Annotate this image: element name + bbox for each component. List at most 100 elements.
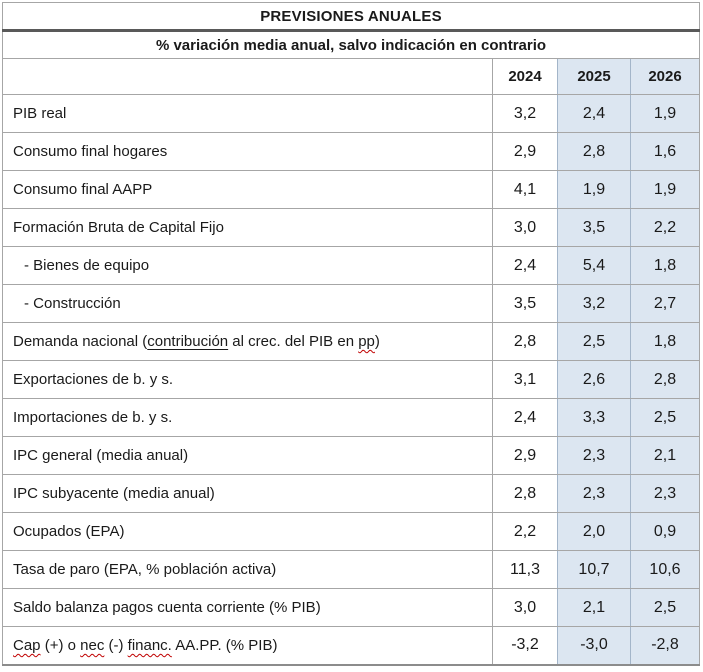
table-row: Consumo final hogares 2,9 2,8 1,6	[2, 132, 700, 171]
value-2024: 2,2	[492, 512, 558, 551]
label-segment: Formación Bruta de Capital Fijo	[13, 219, 224, 236]
value-2024: 2,4	[492, 398, 558, 437]
table-row: Importaciones de b. y s. 2,4 3,3 2,5	[2, 398, 700, 437]
value-2025: 2,8	[557, 132, 631, 171]
value-2026: 1,9	[630, 170, 700, 209]
table-row: - Construcción 3,5 3,2 2,7	[2, 284, 700, 323]
header-year-2024: 2024	[492, 58, 558, 95]
value-2026: 10,6	[630, 550, 700, 589]
label-segment: PIB real	[13, 105, 67, 122]
value-2024: 2,4	[492, 246, 558, 285]
table-row: Saldo balanza pagos cuenta corriente (% …	[2, 588, 700, 627]
table-title: PREVISIONES ANUALES	[2, 2, 700, 32]
value-2025: 2,1	[557, 588, 631, 627]
value-2024: -3,2	[492, 626, 558, 665]
value-2024: 3,5	[492, 284, 558, 323]
label-segment: IPC general (media anual)	[13, 447, 189, 464]
value-2025: 3,5	[557, 208, 631, 247]
label-segment: AA.PP. (% PIB)	[171, 636, 278, 654]
row-label: Importaciones de b. y s.	[2, 398, 493, 437]
table-row: Cap (+) o nec (-) financ. AA.PP. (% PIB)…	[2, 626, 700, 665]
value-2026: 2,1	[630, 436, 700, 475]
value-2024: 3,0	[492, 588, 558, 627]
label-segment: IPC subyacente (media anual)	[13, 485, 215, 502]
title-row: PREVISIONES ANUALES	[2, 2, 700, 32]
row-label: PIB real	[2, 94, 493, 133]
table-row: Tasa de paro (EPA, % población activa) 11…	[2, 550, 700, 589]
value-2026: 2,7	[630, 284, 700, 323]
row-label: - Bienes de equipo	[2, 246, 493, 285]
label-segment: al crec. del PIB en	[228, 333, 359, 350]
table-row: Ocupados (EPA) 2,2 2,0 0,9	[2, 512, 700, 551]
year-header-row: 2024 2025 2026	[2, 58, 700, 95]
value-2025: 10,7	[557, 550, 631, 589]
label-segment: (+) o	[40, 636, 81, 654]
label-segment: (-)	[104, 636, 128, 654]
value-2024: 2,9	[492, 132, 558, 171]
value-2025: 3,3	[557, 398, 631, 437]
value-2025: 2,6	[557, 360, 631, 399]
row-label: Formación Bruta de Capital Fijo	[2, 208, 493, 247]
row-label: Tasa de paro (EPA, % población activa)	[2, 550, 493, 589]
table-row: - Bienes de equipo 2,4 5,4 1,8	[2, 246, 700, 285]
value-2026: 2,5	[630, 588, 700, 627]
table-row: IPC subyacente (media anual) 2,8 2,3 2,3	[2, 474, 700, 513]
value-2024: 3,1	[492, 360, 558, 399]
value-2024: 2,8	[492, 474, 558, 513]
value-2025: 2,0	[557, 512, 631, 551]
row-label: IPC general (media anual)	[2, 436, 493, 475]
value-2025: 5,4	[557, 246, 631, 285]
table-subtitle: % variación media anual, salvo indicació…	[2, 30, 700, 59]
label-segment: Consumo final AAPP	[13, 181, 153, 198]
value-2025: 2,4	[557, 94, 631, 133]
label-segment: Saldo balanza pagos cuenta corriente (% …	[13, 599, 321, 616]
label-segment: )	[374, 333, 380, 350]
label-segment: - Bienes de equipo	[24, 257, 150, 274]
value-2025: 1,9	[557, 170, 631, 209]
label-segment: Importaciones de b. y s.	[13, 409, 173, 426]
label-segment-spellcheck: financ.	[127, 636, 172, 654]
row-label: Ocupados (EPA)	[2, 512, 493, 551]
value-2024: 2,9	[492, 436, 558, 475]
value-2024: 4,1	[492, 170, 558, 209]
table-row: IPC general (media anual) 2,9 2,3 2,1	[2, 436, 700, 475]
value-2024: 11,3	[492, 550, 558, 589]
table-row: Consumo final AAPP 4,1 1,9 1,9	[2, 170, 700, 209]
header-blank-cell	[2, 58, 493, 95]
value-2026: 0,9	[630, 512, 700, 551]
label-segment: Tasa de paro (EPA, % población activa)	[13, 561, 277, 578]
value-2026: 2,5	[630, 398, 700, 437]
value-2026: -2,8	[630, 626, 700, 665]
value-2026: 2,3	[630, 474, 700, 513]
value-2026: 1,6	[630, 132, 700, 171]
value-2025: 2,3	[557, 436, 631, 475]
row-label: Consumo final AAPP	[2, 170, 493, 209]
value-2026: 1,8	[630, 322, 700, 361]
label-segment: Exportaciones de b. y s.	[13, 371, 174, 388]
label-segment: - Construcción	[24, 295, 121, 312]
row-label: - Construcción	[2, 284, 493, 323]
label-segment: Demanda nacional (	[13, 333, 148, 350]
header-year-2025: 2025	[557, 58, 631, 95]
table-row: Formación Bruta de Capital Fijo 3,0 3,5 2,2	[2, 208, 700, 247]
row-label: Demanda nacional (contribución al crec. …	[2, 322, 493, 361]
table-row: PIB real 3,2 2,4 1,9	[2, 94, 700, 133]
label-segment-spellcheck: Cap	[13, 636, 41, 654]
label-segment-spellcheck: nec	[80, 636, 105, 654]
row-label: Exportaciones de b. y s.	[2, 360, 493, 399]
value-2024: 3,2	[492, 94, 558, 133]
value-2024: 3,0	[492, 208, 558, 247]
value-2024: 2,8	[492, 322, 558, 361]
label-segment-underline: contribución	[147, 333, 229, 350]
value-2026: 2,8	[630, 360, 700, 399]
label-segment-spellcheck: pp	[358, 333, 375, 350]
table-row: Exportaciones de b. y s. 3,1 2,6 2,8	[2, 360, 700, 399]
row-label: IPC subyacente (media anual)	[2, 474, 493, 513]
subtitle-row: % variación media anual, salvo indicació…	[2, 30, 700, 59]
table-row: Demanda nacional (contribución al crec. …	[2, 322, 700, 361]
table-body: PIB real 3,2 2,4 1,9 Consumo final hogares 2,…	[2, 94, 700, 665]
row-label: Consumo final hogares	[2, 132, 493, 171]
label-segment: Consumo final hogares	[13, 143, 168, 160]
